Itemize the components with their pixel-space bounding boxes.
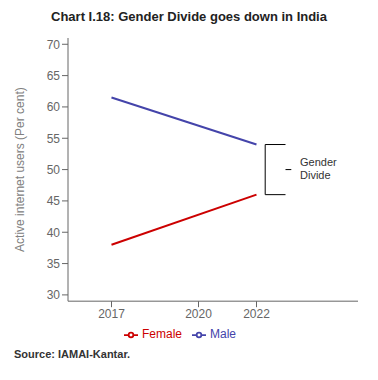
html-text:Chart I.18: Gender Divide goes: Chart I.18: Gender Divide goes down in I… — [51, 9, 327, 24]
svg-text:35: 35 — [47, 257, 61, 271]
html-text:Female: Female — [142, 327, 182, 342]
html-text:Source: IAMAI-Kantar.: Source: IAMAI-Kantar. — [14, 348, 131, 360]
html-text:Male: Male — [210, 327, 236, 342]
svg-text:2020: 2020 — [185, 307, 212, 321]
svg-text:2022: 2022 — [243, 307, 270, 321]
svg-text:40: 40 — [47, 226, 61, 240]
svg-text:2017: 2017 — [98, 307, 125, 321]
svg-text:60: 60 — [47, 100, 61, 114]
svg-text:70: 70 — [47, 38, 61, 52]
svg-text:50: 50 — [47, 163, 61, 177]
svg-text:GenderDivide: GenderDivide — [300, 156, 337, 181]
svg-text:Active internet users (Per cen: Active internet users (Per cent) — [13, 87, 27, 252]
svg-text:30: 30 — [47, 288, 61, 302]
svg-text:55: 55 — [47, 132, 61, 146]
svg-text:65: 65 — [47, 69, 61, 83]
svg-text:45: 45 — [47, 194, 61, 208]
